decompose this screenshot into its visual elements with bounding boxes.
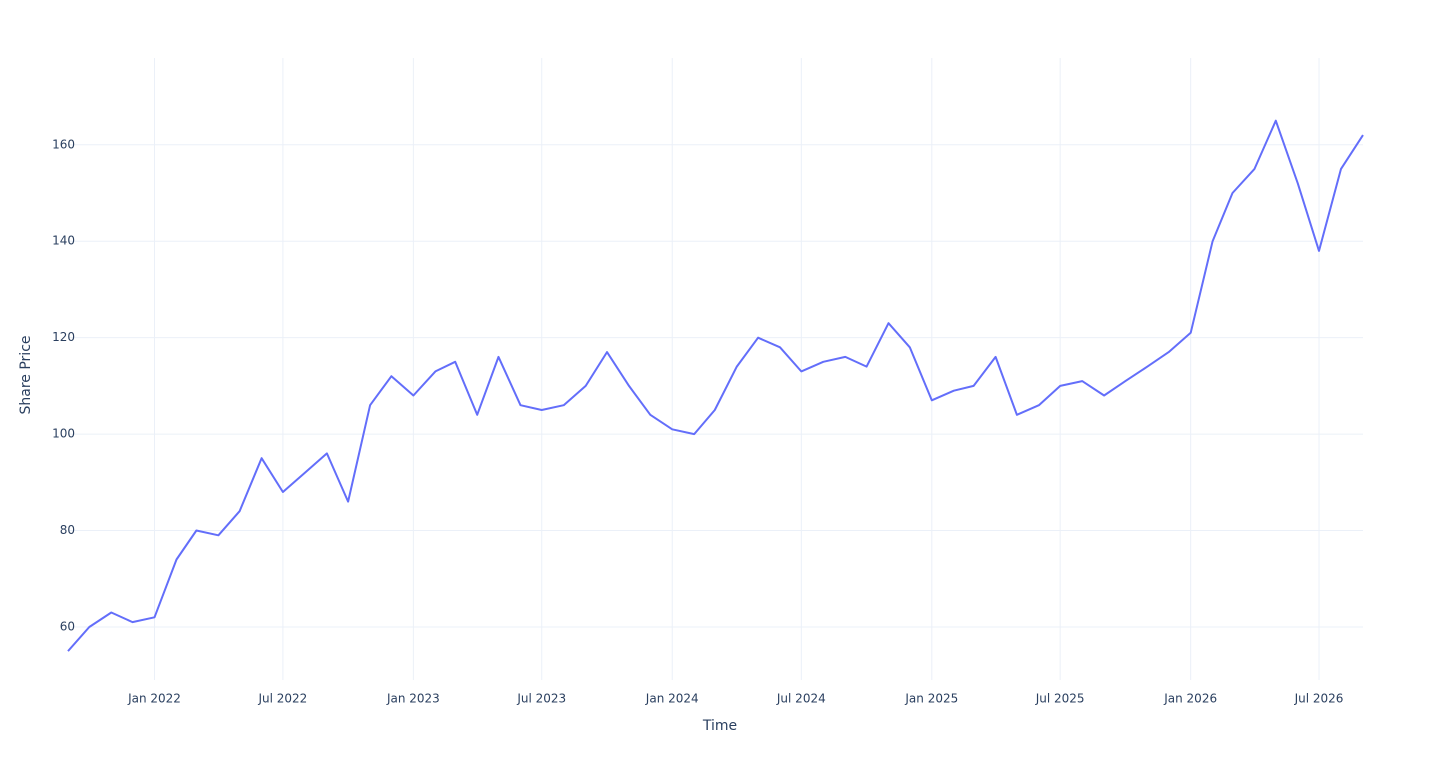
- x-tick-label: Jul 2022: [257, 692, 307, 706]
- y-tick-label: 60: [60, 619, 75, 633]
- x-axis-title: Time: [702, 718, 737, 734]
- y-tick-label: 160: [52, 137, 75, 151]
- y-tick-label: 140: [52, 234, 75, 248]
- x-tick-label: Jan 2022: [127, 692, 181, 706]
- x-tick-label: Jul 2024: [776, 692, 826, 706]
- x-tick-label: Jan 2026: [1163, 692, 1217, 706]
- price-line: [67, 119, 1364, 652]
- y-tick-label: 100: [52, 427, 75, 441]
- y-tick-label: 120: [52, 330, 75, 344]
- x-tick-label: Jul 2026: [1294, 692, 1344, 706]
- y-axis-title: Share Price: [18, 335, 34, 414]
- x-tick-label: Jan 2024: [645, 692, 699, 706]
- x-tick-label: Jul 2023: [516, 692, 566, 706]
- x-tick-label: Jan 2025: [904, 692, 958, 706]
- x-tick-label: Jul 2025: [1035, 692, 1085, 706]
- y-tick-label: 80: [60, 523, 75, 537]
- x-tick-label: Jan 2023: [386, 692, 440, 706]
- grid: [68, 58, 1363, 680]
